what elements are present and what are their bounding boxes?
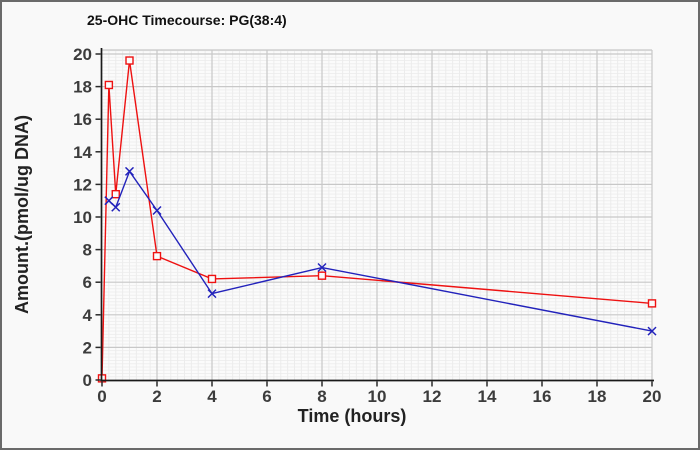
data-point <box>152 251 162 261</box>
x-tick-label: 14 <box>478 387 497 406</box>
data-point <box>647 326 657 336</box>
data-point <box>104 80 114 90</box>
data-point <box>647 299 657 308</box>
x-tick-label: 12 <box>423 387 442 406</box>
x-tick-label: 10 <box>368 387 387 406</box>
x-tick-label: 20 <box>643 387 662 406</box>
axes <box>100 48 654 382</box>
y-tick-label: 12 <box>73 175 92 194</box>
y-tick-label: 16 <box>73 110 92 129</box>
data-point <box>104 196 114 206</box>
x-axis-title: Time (hours) <box>297 406 407 426</box>
data-point <box>111 189 120 199</box>
major-grid <box>102 49 653 380</box>
series-blue-crosses <box>104 166 657 336</box>
y-tick-label: 6 <box>83 273 92 292</box>
y-tick-label: 8 <box>83 241 92 260</box>
x-tick-label: 8 <box>317 387 326 406</box>
y-tick-label: 0 <box>83 371 92 390</box>
data-point <box>152 205 162 216</box>
y-tick-label: 2 <box>83 338 92 357</box>
data-point <box>124 166 135 176</box>
data-point <box>125 56 134 65</box>
y-tick-label: 18 <box>73 78 92 97</box>
tick-labels: 0 2 4 6 8 10 12 14 16 18 20 0 2 4 6 8 10 12 14 16 18 20 <box>73 45 661 406</box>
chart-title: 25-OHC Timecourse: PG(38:4) <box>87 12 287 28</box>
y-tick-label: 4 <box>83 306 93 325</box>
y-axis-title: Amount.(pmol/ug DNA) <box>12 115 32 315</box>
data-point <box>207 274 217 284</box>
x-tick-label: 0 <box>97 387 106 406</box>
x-tick-label: 6 <box>262 387 271 406</box>
tick-marks <box>95 53 653 387</box>
data-point <box>207 289 217 299</box>
y-tick-label: 14 <box>73 143 92 162</box>
data-point <box>111 202 121 212</box>
y-tick-label: 10 <box>73 208 92 227</box>
x-tick-label: 16 <box>533 387 552 406</box>
x-tick-label: 2 <box>152 387 161 406</box>
y-tick-label: 20 <box>73 45 92 64</box>
data-point <box>317 262 327 273</box>
data-point <box>317 271 327 280</box>
x-tick-label: 18 <box>588 387 607 406</box>
series-line-red-squares <box>101 60 653 379</box>
x-tick-label: 4 <box>207 387 217 406</box>
